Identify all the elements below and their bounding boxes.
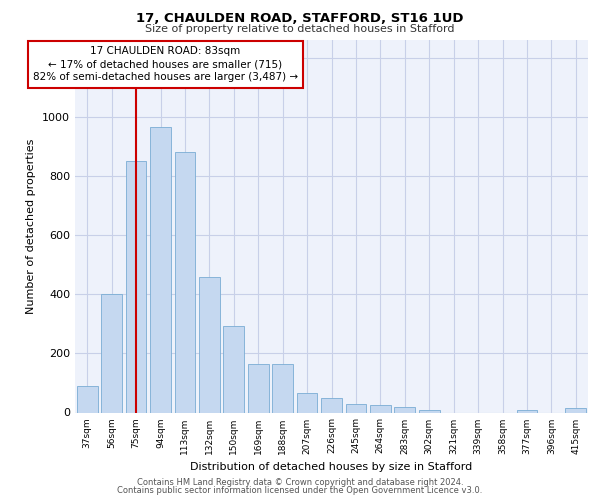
Bar <box>517 410 538 412</box>
Bar <box>346 404 367 412</box>
Text: 17 CHAULDEN ROAD: 83sqm
← 17% of detached houses are smaller (715)
82% of semi-d: 17 CHAULDEN ROAD: 83sqm ← 17% of detache… <box>33 46 298 82</box>
Text: Size of property relative to detached houses in Stafford: Size of property relative to detached ho… <box>145 24 455 34</box>
Bar <box>272 364 293 412</box>
Bar <box>199 276 220 412</box>
Bar <box>223 326 244 412</box>
Bar <box>101 294 122 412</box>
Text: Contains HM Land Registry data © Crown copyright and database right 2024.: Contains HM Land Registry data © Crown c… <box>137 478 463 487</box>
Text: Contains public sector information licensed under the Open Government Licence v3: Contains public sector information licen… <box>118 486 482 495</box>
Bar <box>248 364 269 412</box>
Y-axis label: Number of detached properties: Number of detached properties <box>26 138 37 314</box>
Bar <box>77 386 98 412</box>
Bar <box>125 161 146 412</box>
Bar <box>565 408 586 412</box>
Bar <box>394 407 415 412</box>
X-axis label: Distribution of detached houses by size in Stafford: Distribution of detached houses by size … <box>190 462 473 472</box>
Bar <box>175 152 196 412</box>
Bar <box>296 392 317 412</box>
Bar <box>370 405 391 412</box>
Bar <box>321 398 342 412</box>
Bar <box>150 127 171 412</box>
Text: 17, CHAULDEN ROAD, STAFFORD, ST16 1UD: 17, CHAULDEN ROAD, STAFFORD, ST16 1UD <box>136 12 464 26</box>
Bar <box>419 410 440 412</box>
